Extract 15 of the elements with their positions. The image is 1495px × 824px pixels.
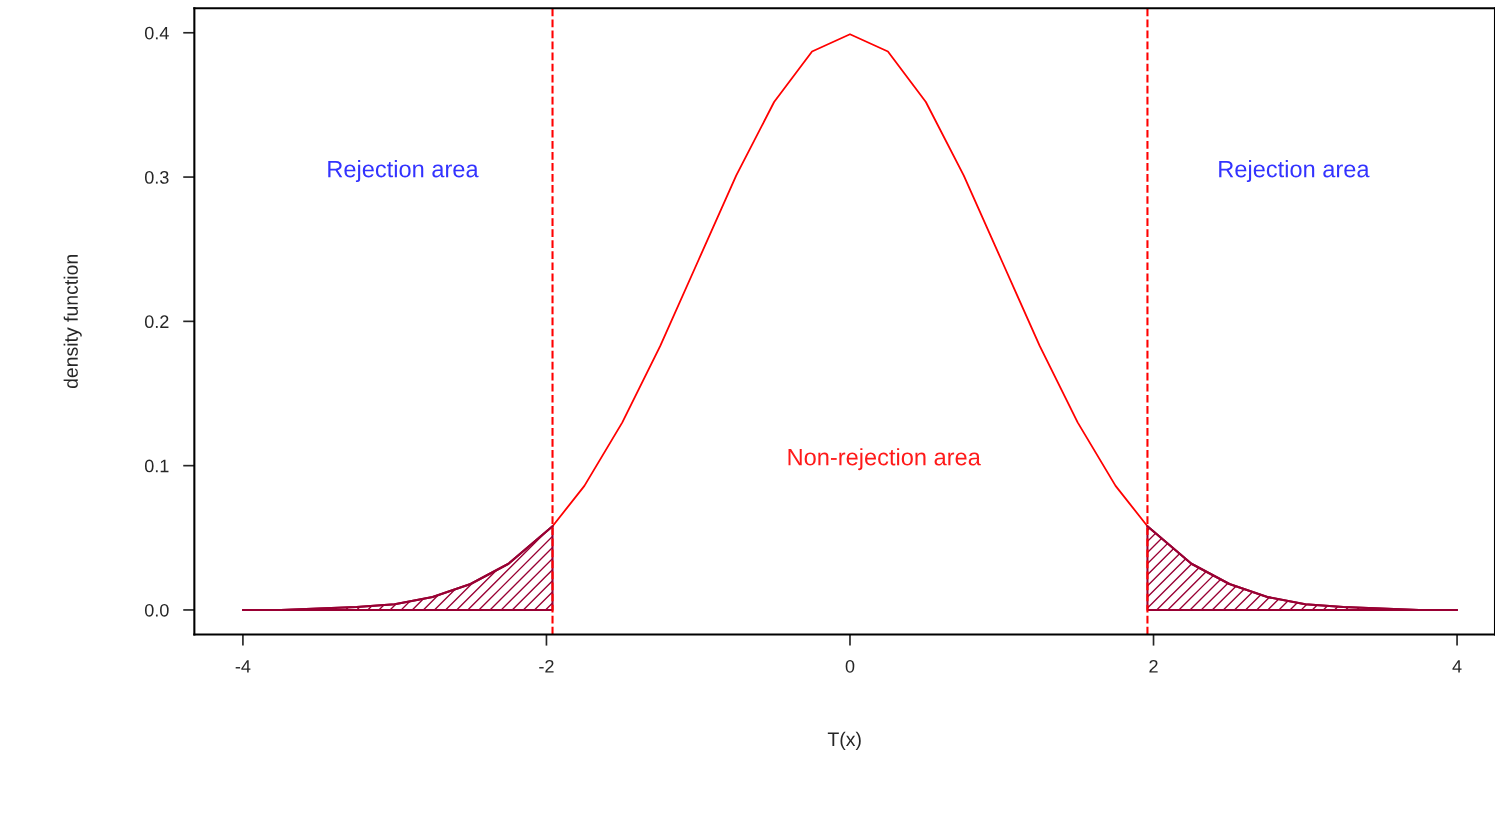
annotation: Rejection area: [1219, 160, 1370, 183]
x-tick-label: 0: [845, 659, 855, 673]
y-tick-label: 0.0: [144, 603, 169, 617]
x-tick-label: 4: [1452, 660, 1462, 673]
y-tick-label: 0.3: [144, 171, 169, 184]
x-tick-label: -2: [539, 659, 554, 673]
annotation: Non-rejection area: [788, 448, 981, 471]
y-axis-title: density function: [63, 255, 82, 389]
y-tick-label: 0.2: [144, 315, 169, 329]
y-tick-label: 0.4: [144, 26, 169, 40]
y-tick-label: 0.1: [144, 459, 169, 473]
annotation: Rejection area: [328, 160, 479, 183]
x-axis-title: T(x): [827, 731, 861, 750]
x-tick-label: -4: [235, 660, 251, 673]
x-tick-label: 2: [1149, 659, 1158, 673]
